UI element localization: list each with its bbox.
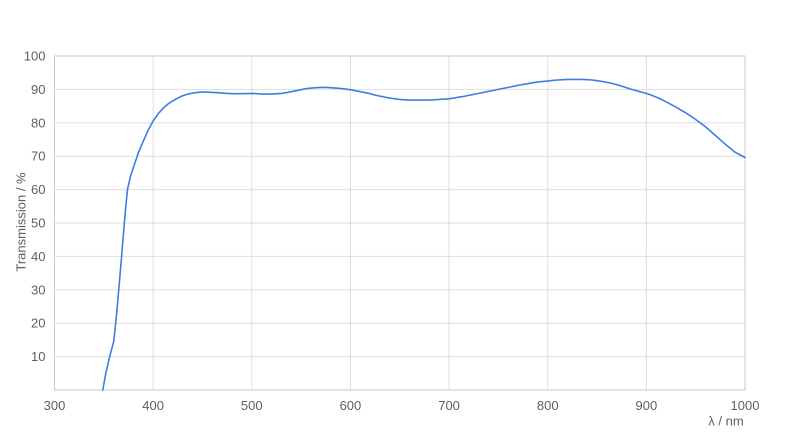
y-tick-label: 10 (31, 349, 45, 364)
y-tick-label: 60 (31, 182, 45, 197)
y-tick-label: 90 (31, 82, 45, 97)
x-tick-label: 600 (340, 398, 362, 413)
plot-frame (54, 55, 746, 391)
x-tick-label: 300 (44, 398, 66, 413)
x-tick-label: 900 (636, 398, 658, 413)
x-tick-label: 400 (142, 398, 164, 413)
y-tick-label: 100 (24, 49, 46, 64)
y-tick-label: 20 (31, 316, 45, 331)
x-tick-label: 800 (537, 398, 559, 413)
y-tick-label: 80 (31, 115, 45, 130)
y-tick-label: 40 (31, 249, 45, 264)
x-tick-label: 1000 (731, 398, 760, 413)
x-tick-label: 700 (438, 398, 460, 413)
x-tick-label: 500 (241, 398, 263, 413)
x-axis-title: λ / nm (708, 413, 744, 429)
y-tick-label: 50 (31, 216, 45, 231)
y-axis-title: Transmission / % (13, 172, 29, 272)
y-tick-label: 70 (31, 149, 45, 164)
y-tick-label: 30 (31, 282, 45, 297)
transmission-curve (102, 78, 746, 391)
